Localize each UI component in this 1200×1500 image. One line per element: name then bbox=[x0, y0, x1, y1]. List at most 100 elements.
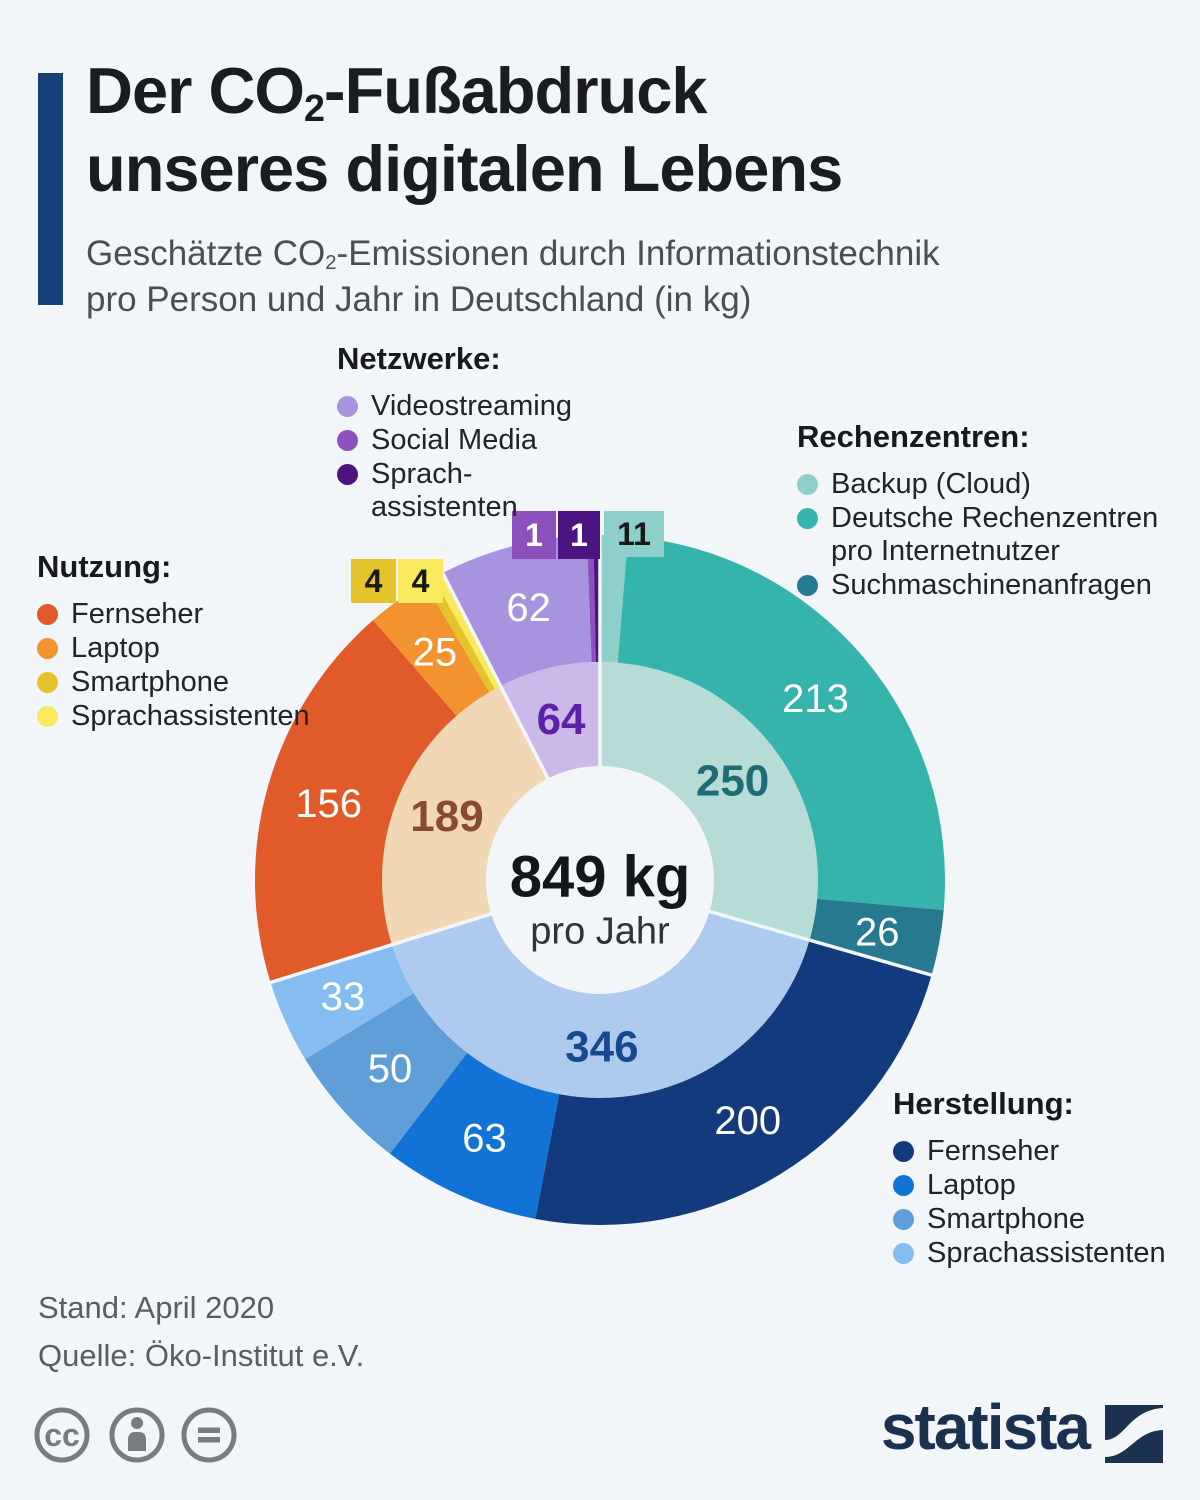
equals-bar bbox=[198, 1427, 220, 1433]
quelle-text: Quelle: Öko-Institut e.V. bbox=[38, 1338, 365, 1373]
legend-title: Herstellung: bbox=[893, 1086, 1074, 1121]
center-total-label: 849 kg bbox=[510, 844, 691, 909]
person-head bbox=[131, 1417, 143, 1429]
inner-segment-nutzung bbox=[381, 685, 549, 945]
inner-segment-netzwerke bbox=[500, 662, 600, 779]
segment-netzwerke-social-media bbox=[586, 535, 596, 663]
legend-item-sprachassistenten: Sprach- assistenten bbox=[337, 458, 572, 524]
legend-item-backup-cloud: Backup (Cloud) bbox=[797, 468, 1158, 501]
page-title: Der CO2-Fußabdruck unseres digitalen Leb… bbox=[86, 52, 843, 208]
legend-item-laptop: Laptop bbox=[893, 1169, 1166, 1202]
legend-dot bbox=[797, 575, 818, 596]
inner-segment-herstellung bbox=[391, 911, 810, 1098]
segment-rechenzentren-deutsche-rechenzentren-pro-internetnutzer bbox=[617, 536, 946, 910]
center-sublabel: pro Jahr bbox=[530, 910, 670, 952]
callout-value-social-media: 1 bbox=[525, 517, 543, 553]
legend-item-fernseher: Fernseher bbox=[893, 1135, 1166, 1168]
subtitle-line1: Geschätzte CO2-Emissionen durch Informat… bbox=[86, 234, 940, 275]
callout-value-backup-cloud: 11 bbox=[617, 516, 651, 552]
segment-rechenzentren-suchmaschinenanfragen bbox=[809, 898, 944, 976]
legend-title: Nutzung: bbox=[37, 549, 172, 584]
callout-box-sprachassistenten bbox=[398, 559, 443, 603]
legend-dot bbox=[337, 430, 358, 451]
cc-icon bbox=[34, 1407, 90, 1463]
legend-nutzung: Nutzung: Fernseher Laptop Smartphone Spr… bbox=[37, 549, 310, 734]
inner-value-rechenzentren: 250 bbox=[696, 757, 769, 806]
segment-nutzung-fernseher bbox=[254, 620, 457, 983]
legend-netzwerke: Netzwerke: Videostreaming Social Media S… bbox=[337, 341, 572, 525]
legend-item-deutsche-rechenzentren: Deutsche Rechenzentren pro Internetnutze… bbox=[797, 502, 1158, 568]
title-line1: Der CO2-Fußabdruck bbox=[86, 54, 708, 130]
person-body bbox=[128, 1432, 146, 1451]
inner-value-netzwerke: 64 bbox=[537, 695, 586, 744]
legend-dot bbox=[337, 464, 358, 485]
segment-herstellung-laptop bbox=[389, 1052, 560, 1219]
segment-value-laptop: 25 bbox=[413, 630, 458, 674]
segment-rechenzentren-backup-cloud bbox=[600, 535, 629, 663]
inner-value-nutzung: 189 bbox=[410, 792, 483, 841]
legend-item-laptop: Laptop bbox=[37, 632, 310, 665]
legend-item-social-media: Social Media bbox=[337, 424, 572, 457]
segment-nutzung-sprachassistenten bbox=[433, 572, 501, 690]
inner-value-herstellung: 346 bbox=[565, 1022, 638, 1071]
callout-value-sprachassistenten: 1 bbox=[570, 517, 588, 553]
legend-item-smartphone: Smartphone bbox=[893, 1203, 1166, 1236]
segment-value-fernseher: 156 bbox=[295, 782, 362, 826]
legend-dot bbox=[337, 396, 358, 417]
callout-value-sprachassistenten: 4 bbox=[412, 563, 430, 599]
segment-separator bbox=[440, 570, 551, 782]
segment-herstellung-smartphone bbox=[305, 993, 468, 1154]
legend-item-smartphone: Smartphone bbox=[37, 666, 310, 699]
title-accent-bar bbox=[38, 73, 63, 305]
callout-value-smartphone: 4 bbox=[365, 563, 383, 599]
segment-nutzung-smartphone bbox=[424, 577, 495, 693]
legend-dot bbox=[797, 508, 818, 529]
segment-value-laptop: 63 bbox=[462, 1116, 507, 1160]
segment-separator bbox=[268, 911, 494, 985]
segment-value-smartphone: 50 bbox=[368, 1047, 413, 1091]
stand-text: Stand: April 2020 bbox=[38, 1290, 275, 1325]
callout-box-sprachassistenten bbox=[558, 511, 600, 559]
legend-dot bbox=[893, 1141, 914, 1162]
cc-by-icon bbox=[109, 1407, 165, 1463]
segment-value-fernseher: 200 bbox=[714, 1099, 781, 1143]
segment-separator bbox=[707, 909, 935, 978]
segment-value-videostreaming: 62 bbox=[506, 586, 551, 630]
cc-license-icons: cc bbox=[34, 1407, 237, 1463]
legend-rechenzentren: Rechenzentren: Backup (Cloud) Deutsche R… bbox=[797, 419, 1158, 603]
legend-item-sprachassistenten: Sprachassistenten bbox=[37, 700, 310, 733]
legend-dot bbox=[893, 1243, 914, 1264]
legend-item-fernseher: Fernseher bbox=[37, 598, 310, 631]
legend-dot bbox=[37, 672, 58, 693]
legend-item-sprachassistenten: Sprachassistenten bbox=[893, 1237, 1166, 1270]
segment-herstellung-fernseher bbox=[535, 940, 932, 1226]
segment-value-deutsche-rechenzentren-pro-internetnutzer: 213 bbox=[782, 677, 849, 721]
page-subtitle: Geschätzte CO2-Emissionen durch Informat… bbox=[86, 231, 940, 322]
callout-box-social-media bbox=[512, 511, 556, 559]
statista-logo: statista bbox=[881, 1392, 1163, 1463]
segment-netzwerke-videostreaming bbox=[442, 535, 592, 686]
segment-value-sprachassistenten: 33 bbox=[321, 975, 366, 1019]
legend-title: Netzwerke: bbox=[337, 341, 501, 376]
inner-segment-rechenzentren bbox=[600, 662, 819, 941]
segment-herstellung-sprachassistenten bbox=[270, 944, 414, 1060]
statista-wordmark: statista bbox=[880, 1391, 1091, 1463]
title-line2: unseres digitalen Lebens bbox=[86, 132, 843, 205]
legend-dot bbox=[37, 706, 58, 727]
segment-nutzung-laptop bbox=[373, 582, 490, 716]
statista-logo-mark bbox=[1105, 1405, 1163, 1463]
subtitle-line2: pro Person und Jahr in Deutschland (in k… bbox=[86, 279, 752, 319]
legend-dot bbox=[893, 1175, 914, 1196]
cc-glyph: cc bbox=[44, 1417, 80, 1453]
legend-item-suchmaschinenanfragen: Suchmaschinenanfragen bbox=[797, 569, 1158, 602]
callout-box-smartphone bbox=[351, 559, 396, 603]
legend-herstellung: Herstellung: Fernseher Laptop Smartphone… bbox=[893, 1086, 1166, 1271]
legend-dot bbox=[37, 638, 58, 659]
legend-dot bbox=[37, 604, 58, 625]
legend-dot bbox=[797, 474, 818, 495]
callout-box-backup-cloud bbox=[604, 511, 664, 557]
legend-title: Rechenzentren: bbox=[797, 419, 1030, 454]
equals-bar bbox=[198, 1437, 220, 1443]
